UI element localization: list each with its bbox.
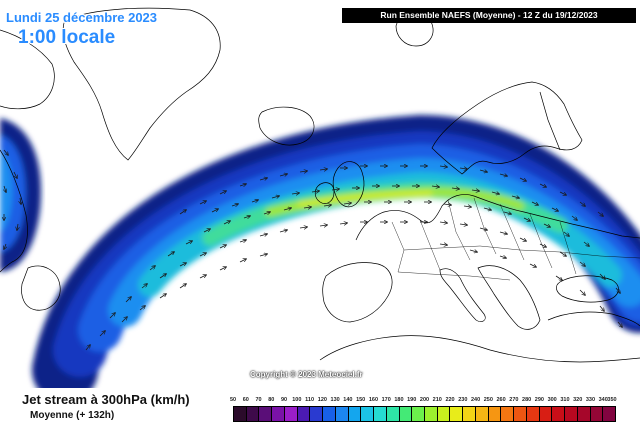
scale-swatch xyxy=(475,407,489,421)
iberia-coast xyxy=(322,262,393,323)
greenland-coast xyxy=(62,7,221,161)
scale-swatch xyxy=(565,407,578,421)
scale-swatch xyxy=(386,407,400,421)
scale-swatch xyxy=(425,407,438,421)
scale-value-label: 180 xyxy=(394,397,404,403)
scale-value-label: 70 xyxy=(255,397,262,403)
scale-value-label: 260 xyxy=(496,397,506,403)
labrador-coast xyxy=(0,149,28,273)
scandinavia-coast xyxy=(431,81,583,175)
scale-value-label: 330 xyxy=(585,397,596,403)
scale-value-label: 290 xyxy=(534,397,544,403)
scale-value-label: 60 xyxy=(242,397,249,403)
ireland-coast xyxy=(314,182,335,204)
western-europe-coast xyxy=(355,194,640,241)
scale-value-label: 90 xyxy=(281,397,288,403)
scale-swatch xyxy=(603,407,616,421)
scale-swatch xyxy=(323,407,336,421)
color-scale-bar xyxy=(233,406,616,422)
arrows-jet-inner xyxy=(149,202,589,271)
scale-value-label: 110 xyxy=(305,397,315,403)
arrows-west-fragment xyxy=(4,149,21,249)
coastlines xyxy=(0,7,640,363)
scale-swatch xyxy=(501,407,515,421)
turkey-coast xyxy=(547,311,640,327)
scale-swatch xyxy=(348,407,362,421)
copyright-text: Copyright © 2023 Meteociel.fr xyxy=(250,370,363,379)
scale-swatch xyxy=(246,407,260,421)
scale-swatch xyxy=(552,407,566,421)
scale-swatch xyxy=(488,407,502,421)
arrows-jet-far-south xyxy=(85,244,622,351)
scale-value-label: 350 xyxy=(607,397,617,403)
forecast-date: Lundi 25 décembre 2023 xyxy=(6,10,158,25)
iceland-coast xyxy=(258,106,315,146)
scale-value-label: 300 xyxy=(547,397,557,403)
finland-border xyxy=(539,91,561,151)
scale-swatch xyxy=(526,407,540,421)
scale-swatch xyxy=(463,407,476,421)
scale-swatch xyxy=(259,407,273,421)
scale-value-label: 340 xyxy=(598,397,608,403)
scale-swatch xyxy=(577,407,591,421)
scale-swatch xyxy=(361,407,375,421)
scale-swatch xyxy=(374,407,387,421)
arrows-jet-south xyxy=(109,222,620,319)
scale-value-label: 320 xyxy=(573,397,583,403)
run-banner: Run Ensemble NAEFS (Moyenne) - 12 Z du 1… xyxy=(342,8,636,23)
north-africa-coast xyxy=(319,335,640,363)
italy-coast xyxy=(439,268,486,322)
balkans-coast xyxy=(477,265,541,330)
newfoundland-coast xyxy=(21,265,61,311)
scale-swatch xyxy=(590,407,604,421)
arrows-jet-north xyxy=(179,166,603,216)
color-scale-labels: 50 60 70 80 90 100 110 120 130 140 150 160 170 180 190… xyxy=(229,397,617,406)
product-title: Jet stream à 300hPa (km/h) xyxy=(22,392,190,407)
scale-swatch xyxy=(437,407,451,421)
product-subtitle: Moyenne (+ 132h) xyxy=(30,410,115,421)
scale-value-label: 80 xyxy=(268,397,275,403)
scale-swatch xyxy=(310,407,324,421)
wind-arrows xyxy=(4,149,622,351)
scale-value-label: 190 xyxy=(407,397,417,403)
scale-value-label: 230 xyxy=(458,397,468,403)
scale-swatch xyxy=(297,407,311,421)
black-sea-coast xyxy=(556,275,619,303)
scale-swatch xyxy=(234,407,247,421)
scale-swatch xyxy=(335,407,349,421)
scale-value-label: 170 xyxy=(381,397,391,403)
scale-value-label: 100 xyxy=(292,397,302,403)
scale-value-label: 50 xyxy=(229,397,237,403)
scale-swatch xyxy=(284,407,298,421)
scale-swatch xyxy=(412,407,426,421)
scale-swatch xyxy=(399,407,413,421)
scale-value-label: 200 xyxy=(419,397,430,403)
baffin-coast xyxy=(0,29,55,110)
scale-value-label: 150 xyxy=(356,397,366,403)
british-isles-coast xyxy=(332,161,365,208)
scale-value-label: 140 xyxy=(343,397,353,403)
scale-value-label: 310 xyxy=(560,397,570,403)
scale-value-label: 160 xyxy=(368,397,379,403)
scale-value-label: 220 xyxy=(445,397,455,403)
scale-value-label: 270 xyxy=(509,397,519,403)
scale-value-label: 280 xyxy=(522,397,532,403)
arrows-jet-core xyxy=(211,186,577,220)
scale-swatch xyxy=(514,407,527,421)
scale-value-label: 130 xyxy=(330,397,340,403)
scale-value-label: 240 xyxy=(470,397,481,403)
scale-value-label: 250 xyxy=(483,397,493,403)
forecast-time: 1:00 locale xyxy=(18,27,116,48)
scale-swatch xyxy=(539,407,553,421)
scale-value-label: 210 xyxy=(432,397,442,403)
scale-value-label: 120 xyxy=(317,397,327,403)
scale-swatch xyxy=(272,407,285,421)
scale-swatch xyxy=(450,407,464,421)
